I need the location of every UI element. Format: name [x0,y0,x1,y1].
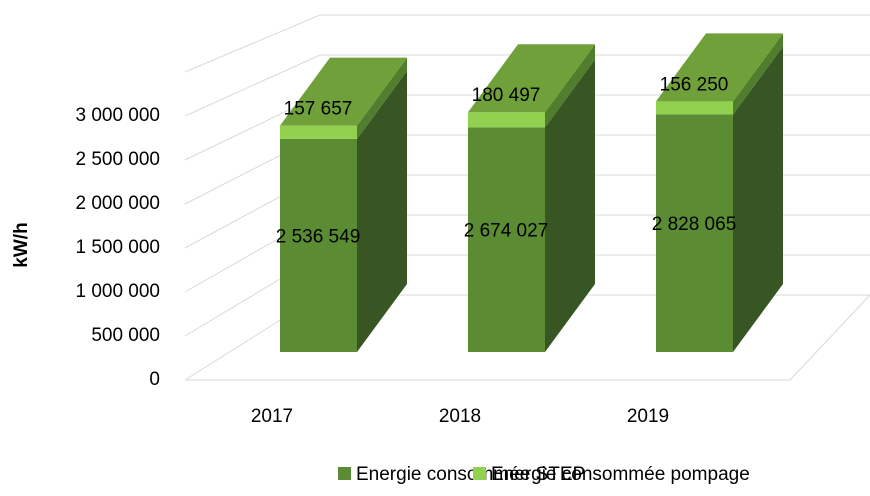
bar-front [280,125,357,139]
bar-side [357,70,407,353]
data-label: 156 250 [660,74,729,95]
bar-side [357,57,407,139]
legend-swatch [473,467,486,480]
bar-side [545,44,595,128]
data-label: 2 674 027 [464,221,549,242]
x-tick-label: 2019 [627,406,669,427]
bar-side [733,46,783,353]
data-label: 2 536 549 [276,226,361,247]
y-tick-label: 2 500 000 [75,149,160,170]
data-label: 157 657 [284,99,353,120]
bar-side [733,33,783,115]
bar-front [656,114,733,353]
y-tick-label: 1 500 000 [75,237,160,258]
x-tick-label: 2018 [439,406,481,427]
grid-line [184,14,870,73]
floor-edge [185,294,870,381]
bar-front [656,101,733,115]
data-label: 2 828 065 [652,214,737,235]
y-tick-label: 3 000 000 [75,105,160,126]
y-tick-label: 500 000 [91,325,160,346]
bar-top [656,33,783,102]
y-tick-label: 2 000 000 [75,193,160,214]
bar-side [545,59,595,352]
y-tick-label: 1 000 000 [75,281,160,302]
y-axis-label: kW/h [11,222,32,267]
grid-line [184,54,870,117]
bar-top [468,44,595,113]
bar-front [280,138,357,352]
legend-swatch [338,467,351,480]
legend-label: Energie consommée pompage [491,464,750,485]
data-label: 180 497 [472,85,541,106]
legend-label: Energie consommée STEP [356,464,585,485]
bar-top [280,57,407,126]
y-tick-label: 0 [149,369,160,390]
x-tick-label: 2017 [251,406,293,427]
bar-front [468,127,545,352]
bar-front [468,112,545,128]
